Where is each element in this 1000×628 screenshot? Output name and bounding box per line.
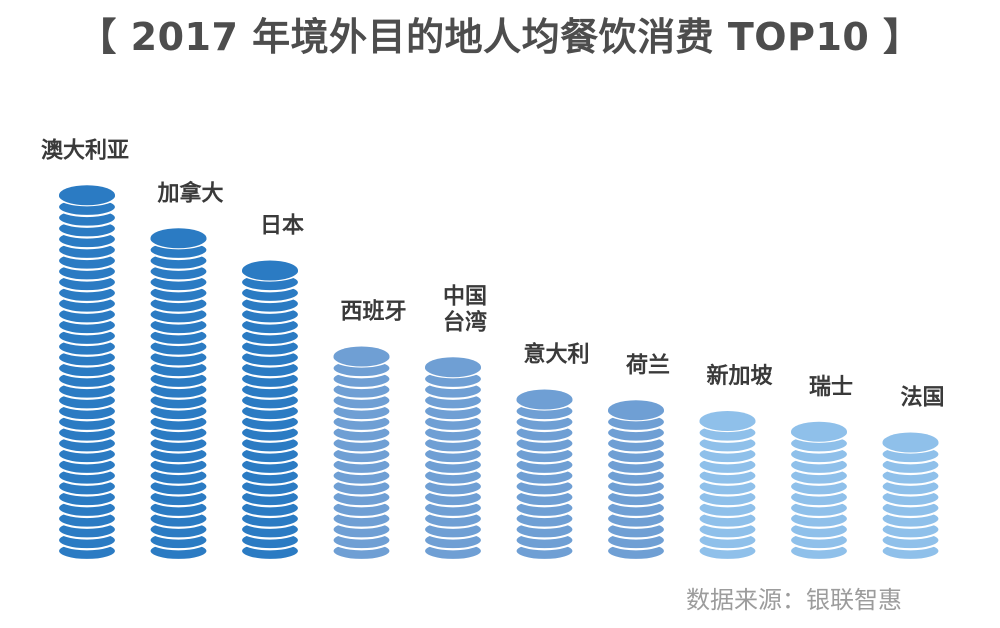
- coin-stack-bar: [788, 421, 850, 562]
- coin-stack-bar: [331, 346, 392, 562]
- category-label: 加拿大: [156, 180, 223, 206]
- coin-stack-top: [150, 228, 207, 249]
- category-label: 意大利: [523, 342, 589, 368]
- coin-stack-bar: [880, 432, 941, 562]
- category-label: 澳大利亚: [41, 137, 129, 163]
- category-label: 法国: [900, 386, 944, 411]
- category-label: 日本: [260, 214, 304, 239]
- coin-stack-top: [516, 389, 573, 410]
- coin-stack-top: [425, 357, 481, 378]
- coin-stack-top: [791, 421, 847, 442]
- coin-stack-top: [59, 185, 115, 206]
- coin-stack-bar: [422, 357, 484, 562]
- coin-stack-bar: [239, 260, 301, 562]
- data-source-note: 数据来源：银联智惠: [686, 586, 902, 614]
- category-label: 西班牙: [340, 300, 406, 325]
- coin-stack-bar: [605, 400, 667, 562]
- category-label: 中国: [443, 284, 487, 309]
- coin-stack-bar: [56, 185, 118, 562]
- coin-stack-bar: [148, 228, 209, 562]
- coin-stack-top: [699, 411, 756, 431]
- category-label: 荷兰: [626, 352, 670, 378]
- category-label: 瑞士: [809, 375, 853, 400]
- coin-stack-top: [242, 260, 298, 281]
- category-label: 台湾: [443, 309, 487, 335]
- coin-stack-bar: [514, 389, 575, 562]
- chart-title: 【 2017 年境外目的地人均餐饮消费 TOP10 】: [78, 15, 922, 59]
- coin-stack-top: [882, 432, 939, 453]
- coin-stack-bar: [697, 411, 758, 562]
- coin-stack-top: [608, 400, 664, 421]
- coin-stack-top: [333, 346, 390, 367]
- category-label: 新加坡: [706, 363, 772, 389]
